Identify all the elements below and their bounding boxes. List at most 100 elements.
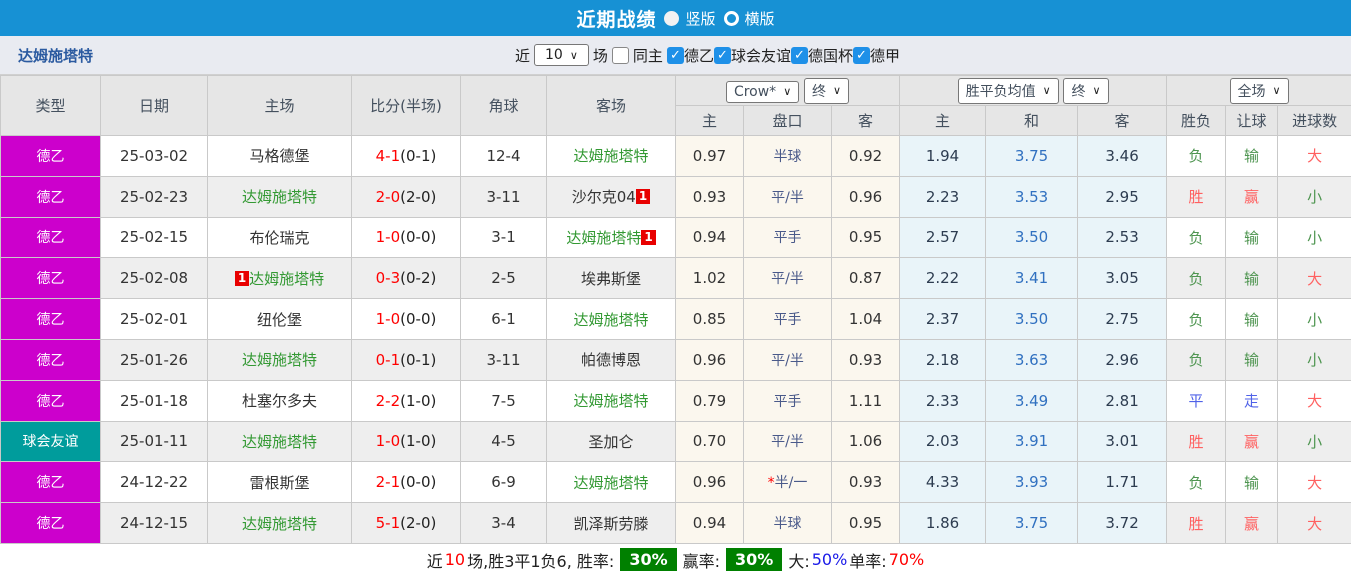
match-type-cell: 德乙 [1,299,101,340]
filter-bar: 达姆施塔特 近 10 ∨ 场 同主 ✓德乙✓球会友谊✓德国杯✓德甲 [0,36,1351,75]
layout-radio-horizontal[interactable]: 横版 [724,8,775,29]
team-link[interactable]: 沙尔克04 [572,188,636,206]
top-title-bar: 近期战绩 竖版 横版 [0,0,1351,36]
crow-away-odds: 0.96 [832,176,900,217]
avg-home-odds: 2.23 [900,176,986,217]
avg-time-select[interactable]: 终 ∨ [1063,78,1108,104]
team-link[interactable]: 达姆施塔特 [573,311,648,329]
team-link[interactable]: 达姆施塔特 [249,270,324,288]
league-label: 德乙 [684,45,714,66]
corner-cell: 3-11 [461,176,547,217]
avg-draw-odds: 3.50 [986,299,1078,340]
team-link[interactable]: 杜塞尔多夫 [242,392,317,410]
league-checkbox[interactable]: ✓ [667,47,684,64]
match-count-select[interactable]: 10 ∨ [534,44,589,66]
avg-home-odds: 2.18 [900,339,986,380]
team-link[interactable]: 达姆施塔特 [242,188,317,206]
subheader-odds-away: 客 [832,106,900,136]
subheader-odds-handicap: 盘口 [744,106,832,136]
home-team-cell: 纽伦堡 [208,299,352,340]
result-handicap: 赢 [1226,176,1278,217]
avg-draw-odds: 3.91 [986,421,1078,462]
crow-away-odds: 0.93 [832,462,900,503]
avg-home-odds: 4.33 [900,462,986,503]
league-checkbox[interactable]: ✓ [714,47,731,64]
red-card-badge: 1 [636,189,650,204]
radio-unselected-icon[interactable] [724,11,739,26]
avg-away-odds: 2.96 [1078,339,1167,380]
radio-selected-icon[interactable] [664,11,679,26]
subheader-odds-home: 主 [676,106,744,136]
league-checkbox[interactable]: ✓ [791,47,808,64]
avg-draw-odds: 3.49 [986,380,1078,421]
avg-select[interactable]: 胜平负均值 ∨ [958,78,1059,104]
score-cell: 0-1(0-1) [352,339,461,380]
result-handicap: 赢 [1226,503,1278,544]
bookmaker-select[interactable]: Crow* ∨ [726,81,799,103]
chevron-down-icon: ∨ [1092,84,1100,97]
date-cell: 25-02-08 [101,258,208,299]
same-home-checkbox[interactable] [612,47,629,64]
crow-home-odds: 0.93 [676,176,744,217]
team-link[interactable]: 雷根斯堡 [249,474,309,492]
team-link[interactable]: 达姆施塔特 [566,229,641,247]
crow-home-odds: 0.94 [676,217,744,258]
result-handicap: 输 [1226,258,1278,299]
date-cell: 25-02-23 [101,176,208,217]
result-handicap: 输 [1226,217,1278,258]
team-link[interactable]: 圣加仑 [588,433,633,451]
subheader-avg-home: 主 [900,106,986,136]
score-cell: 1-0(0-0) [352,299,461,340]
league-checkbox[interactable]: ✓ [853,47,870,64]
team-link[interactable]: 帕德博恩 [581,351,641,369]
avg-away-odds: 2.95 [1078,176,1167,217]
team-link[interactable]: 纽伦堡 [257,311,302,329]
chevron-down-icon: ∨ [570,49,578,62]
team-link[interactable]: 马格德堡 [249,147,309,165]
team-link[interactable]: 埃弗斯堡 [581,270,641,288]
home-team-cell: 布伦瑞克 [208,217,352,258]
red-card-badge: 1 [641,230,655,245]
near-label: 近 [515,45,530,66]
result-winlose: 负 [1167,258,1226,299]
match-type-cell: 德乙 [1,380,101,421]
date-cell: 24-12-22 [101,462,208,503]
team-link[interactable]: 达姆施塔特 [242,433,317,451]
result-winlose: 平 [1167,380,1226,421]
avg-group-header: 胜平负均值 ∨ 终 ∨ [900,76,1167,106]
result-handicap: 输 [1226,299,1278,340]
match-type-cell: 德乙 [1,176,101,217]
crow-home-odds: 0.96 [676,339,744,380]
result-handicap: 走 [1226,380,1278,421]
result-winlose: 负 [1167,339,1226,380]
team-link[interactable]: 达姆施塔特 [242,515,317,533]
team-link[interactable]: 达姆施塔特 [573,474,648,492]
date-cell: 25-02-15 [101,217,208,258]
team-link[interactable]: 达姆施塔特 [242,351,317,369]
avg-away-odds: 3.05 [1078,258,1167,299]
corner-cell: 3-11 [461,339,547,380]
layout-radio-vertical[interactable]: 竖版 [664,8,715,29]
team-link[interactable]: 达姆施塔特 [573,147,648,165]
crow-handicap: 平手 [744,299,832,340]
team-link[interactable]: 布伦瑞克 [249,229,309,247]
score-cell: 2-2(1-0) [352,380,461,421]
summary-text: 场,胜3平1负6, 胜率: [467,548,614,572]
home-team-cell: 马格德堡 [208,136,352,177]
period-select[interactable]: 全场 ∨ [1230,78,1289,104]
team-link[interactable]: 凯泽斯劳滕 [573,515,648,533]
crow-handicap: 半球 [744,503,832,544]
chevron-down-icon: ∨ [833,84,841,97]
page-title: 近期战绩 [576,5,656,32]
result-goals: 大 [1278,503,1351,544]
team-link[interactable]: 达姆施塔特 [573,392,648,410]
odds-time-select[interactable]: 终 ∨ [804,78,849,104]
date-cell: 25-03-02 [101,136,208,177]
avg-draw-odds: 3.41 [986,258,1078,299]
